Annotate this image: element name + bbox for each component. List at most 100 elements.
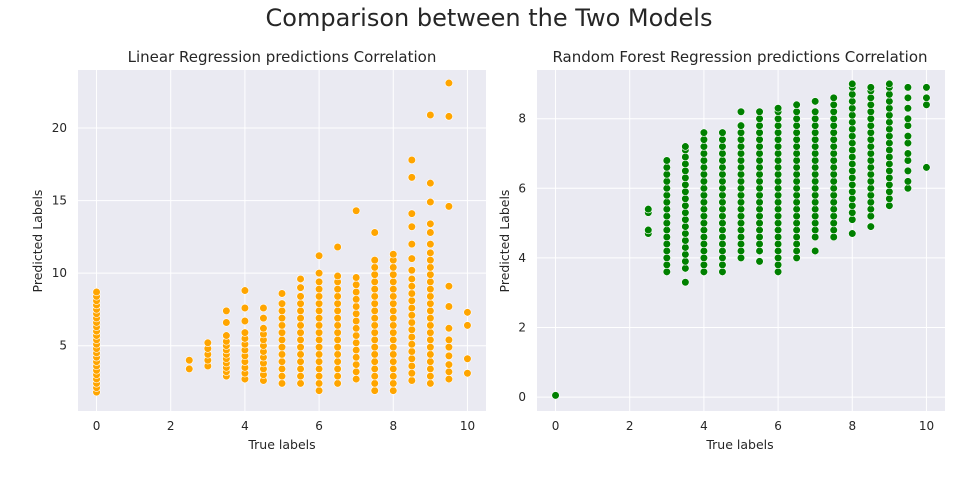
- scatter-point: [296, 283, 305, 292]
- scatter-point: [718, 205, 727, 214]
- scatter-point: [681, 187, 690, 196]
- scatter-point: [922, 93, 931, 102]
- scatter-point: [811, 121, 820, 130]
- scatter-point: [296, 306, 305, 315]
- scatter-point: [848, 90, 857, 99]
- scatter-point: [903, 156, 913, 165]
- scatter-point: [773, 114, 783, 123]
- scatter-point: [699, 149, 709, 158]
- scatter-point: [426, 110, 435, 120]
- scatter-point: [314, 357, 324, 366]
- x-tick-label: 10: [919, 419, 934, 433]
- scatter-point: [92, 287, 101, 297]
- scatter-point: [848, 104, 857, 113]
- scatter-point: [352, 309, 361, 318]
- scatter-point: [296, 328, 305, 337]
- y-tick-label: 8: [518, 112, 526, 126]
- scatter-point: [755, 128, 764, 137]
- scatter-point: [736, 135, 746, 144]
- x-tick-label: 4: [241, 419, 249, 433]
- scatter-point: [866, 93, 875, 102]
- scatter-point: [792, 142, 801, 151]
- scatter-point: [277, 379, 287, 388]
- scatter-point: [314, 299, 324, 308]
- scatter-point: [426, 321, 435, 330]
- scatter-point: [662, 225, 671, 235]
- scatter-point: [352, 360, 361, 369]
- scatter-point: [773, 253, 783, 262]
- scatter-point: [885, 173, 894, 182]
- scatter-point: [463, 369, 472, 378]
- scatter-point: [352, 353, 361, 362]
- scatter-point: [463, 308, 472, 317]
- scatter-point: [848, 145, 857, 155]
- scatter-point: [829, 225, 838, 235]
- y-tick-label: 2: [518, 320, 526, 334]
- scatter-point: [389, 328, 398, 337]
- scatter-point: [866, 114, 875, 123]
- scatter-point: [352, 295, 361, 304]
- scatter-point: [755, 212, 764, 221]
- scatter-point: [792, 177, 801, 186]
- scatter-point: [444, 112, 454, 121]
- scatter-point: [314, 277, 324, 286]
- scatter-point: [811, 97, 820, 106]
- scatter-point: [222, 318, 231, 327]
- scatter-point: [773, 149, 783, 158]
- scatter-point: [370, 292, 379, 301]
- scatter-point: [407, 266, 416, 275]
- scatter-point: [736, 205, 746, 214]
- scatter-point: [755, 198, 764, 207]
- scatter-point: [866, 83, 875, 92]
- scatter-point: [389, 250, 398, 259]
- scatter-point: [662, 170, 671, 179]
- scatter-point: [296, 335, 305, 344]
- scatter-point: [370, 255, 379, 265]
- scatter-point: [792, 232, 801, 242]
- scatter-point: [866, 212, 875, 221]
- scatter-point: [296, 274, 305, 284]
- scatter-point: [773, 128, 783, 137]
- scatter-point: [444, 343, 454, 352]
- scatter-point: [352, 331, 361, 340]
- scatter-point: [699, 170, 709, 179]
- scatter-point: [407, 274, 416, 284]
- scatter-point: [699, 232, 709, 242]
- scatter-point: [848, 173, 857, 182]
- scatter-point: [370, 285, 379, 294]
- scatter-point: [426, 299, 435, 308]
- scatter-point: [718, 163, 727, 172]
- scatter-point: [407, 303, 416, 313]
- scatter-point: [426, 228, 435, 237]
- scatter-point: [718, 219, 727, 228]
- scatter-point: [699, 219, 709, 228]
- scatter-point: [314, 350, 324, 359]
- scatter-point: [773, 142, 783, 151]
- scatter-point: [333, 321, 342, 330]
- scatter-point: [352, 302, 361, 311]
- scatter-point: [407, 347, 416, 356]
- scatter-point: [662, 246, 671, 256]
- scatter-point: [662, 212, 671, 221]
- scatter-point: [296, 321, 305, 330]
- scatter-point: [848, 229, 857, 238]
- scatter-point: [296, 343, 305, 352]
- scatter-point: [736, 163, 746, 172]
- scatter-point: [352, 367, 361, 376]
- scatter-point: [444, 335, 454, 344]
- scatter-point: [773, 212, 783, 221]
- scatter-point: [333, 372, 342, 381]
- scatter-point: [314, 251, 324, 260]
- scatter-point: [370, 372, 379, 381]
- scatter-point: [773, 191, 783, 200]
- scatter-point: [203, 338, 212, 347]
- scatter-point: [922, 83, 931, 92]
- scatter-point: [736, 184, 746, 193]
- y-tick-labels: 0 2 4 6 8: [518, 112, 526, 404]
- scatter-point: [811, 184, 820, 193]
- scatter-point: [352, 206, 361, 215]
- scatter-point: [407, 340, 416, 349]
- scatter-point: [407, 311, 416, 320]
- scatter-point: [681, 250, 690, 259]
